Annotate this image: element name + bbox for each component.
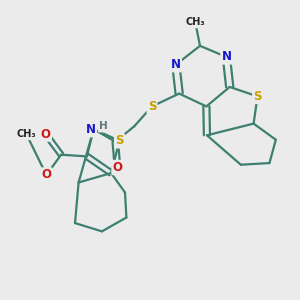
Text: N: N <box>221 50 231 63</box>
Text: N: N <box>86 123 96 136</box>
Text: O: O <box>41 169 51 182</box>
Text: O: O <box>112 161 122 174</box>
Text: S: S <box>115 134 124 147</box>
Text: CH₃: CH₃ <box>16 129 36 139</box>
Text: H: H <box>99 122 108 131</box>
Text: S: S <box>148 100 156 113</box>
Text: N: N <box>171 58 181 71</box>
Text: O: O <box>41 128 51 141</box>
Text: S: S <box>253 90 262 103</box>
Text: CH₃: CH₃ <box>185 17 205 27</box>
